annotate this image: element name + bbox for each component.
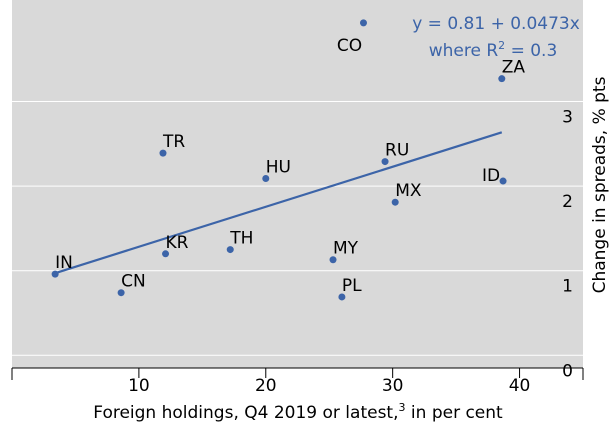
x-label-main: Foreign holdings, Q4 2019 or latest, xyxy=(93,403,398,423)
y-tick-label: 0 xyxy=(562,361,573,381)
point-label: KR xyxy=(166,233,189,253)
point-label: PL xyxy=(342,276,362,296)
annotation: y = 0.81 + 0.0473x xyxy=(412,14,580,34)
point-label: ZA xyxy=(502,58,526,78)
x-axis-label: Foreign holdings, Q4 2019 or latest,3 in… xyxy=(93,401,503,423)
point xyxy=(338,293,346,301)
point-label: MX xyxy=(395,181,422,201)
x-tick-label: 20 xyxy=(255,376,277,396)
point xyxy=(499,177,507,185)
annotation: where R2 = 0.3 xyxy=(429,39,558,61)
x-tick-label: 10 xyxy=(128,376,150,396)
trend-line xyxy=(54,131,503,275)
y-tick-label: 3 xyxy=(562,108,573,128)
point-label: ID xyxy=(482,166,500,186)
point xyxy=(262,175,270,183)
annotation-end: = 0.3 xyxy=(505,41,557,61)
point-label: IN xyxy=(55,253,73,273)
annotation-sup: 2 xyxy=(498,39,505,52)
x-label-end: in per cent xyxy=(406,403,504,423)
x-tick-label: 40 xyxy=(509,376,531,396)
point-label: CO xyxy=(337,36,362,56)
x-label-sup: 3 xyxy=(399,401,406,414)
point xyxy=(117,289,125,297)
point-label: TH xyxy=(229,229,253,249)
point-label: CN xyxy=(121,272,146,292)
point xyxy=(329,256,337,264)
point-label: HU xyxy=(266,158,291,178)
x-tick-label: 30 xyxy=(382,376,404,396)
plot-area xyxy=(12,0,583,368)
point xyxy=(498,75,506,83)
point xyxy=(381,158,389,166)
point xyxy=(226,246,234,254)
point-label: TR xyxy=(162,132,185,152)
point xyxy=(162,250,170,258)
point xyxy=(359,19,367,27)
y-tick-label: 1 xyxy=(562,277,573,297)
y-tick-label: 2 xyxy=(562,192,573,212)
point xyxy=(159,149,167,157)
annotation-text: where R xyxy=(429,41,499,61)
point-label: RU xyxy=(385,141,409,161)
point xyxy=(51,270,59,278)
point xyxy=(391,198,399,206)
y-axis-label: Change in spreads, % pts xyxy=(590,76,610,293)
point-label: MY xyxy=(333,239,359,259)
